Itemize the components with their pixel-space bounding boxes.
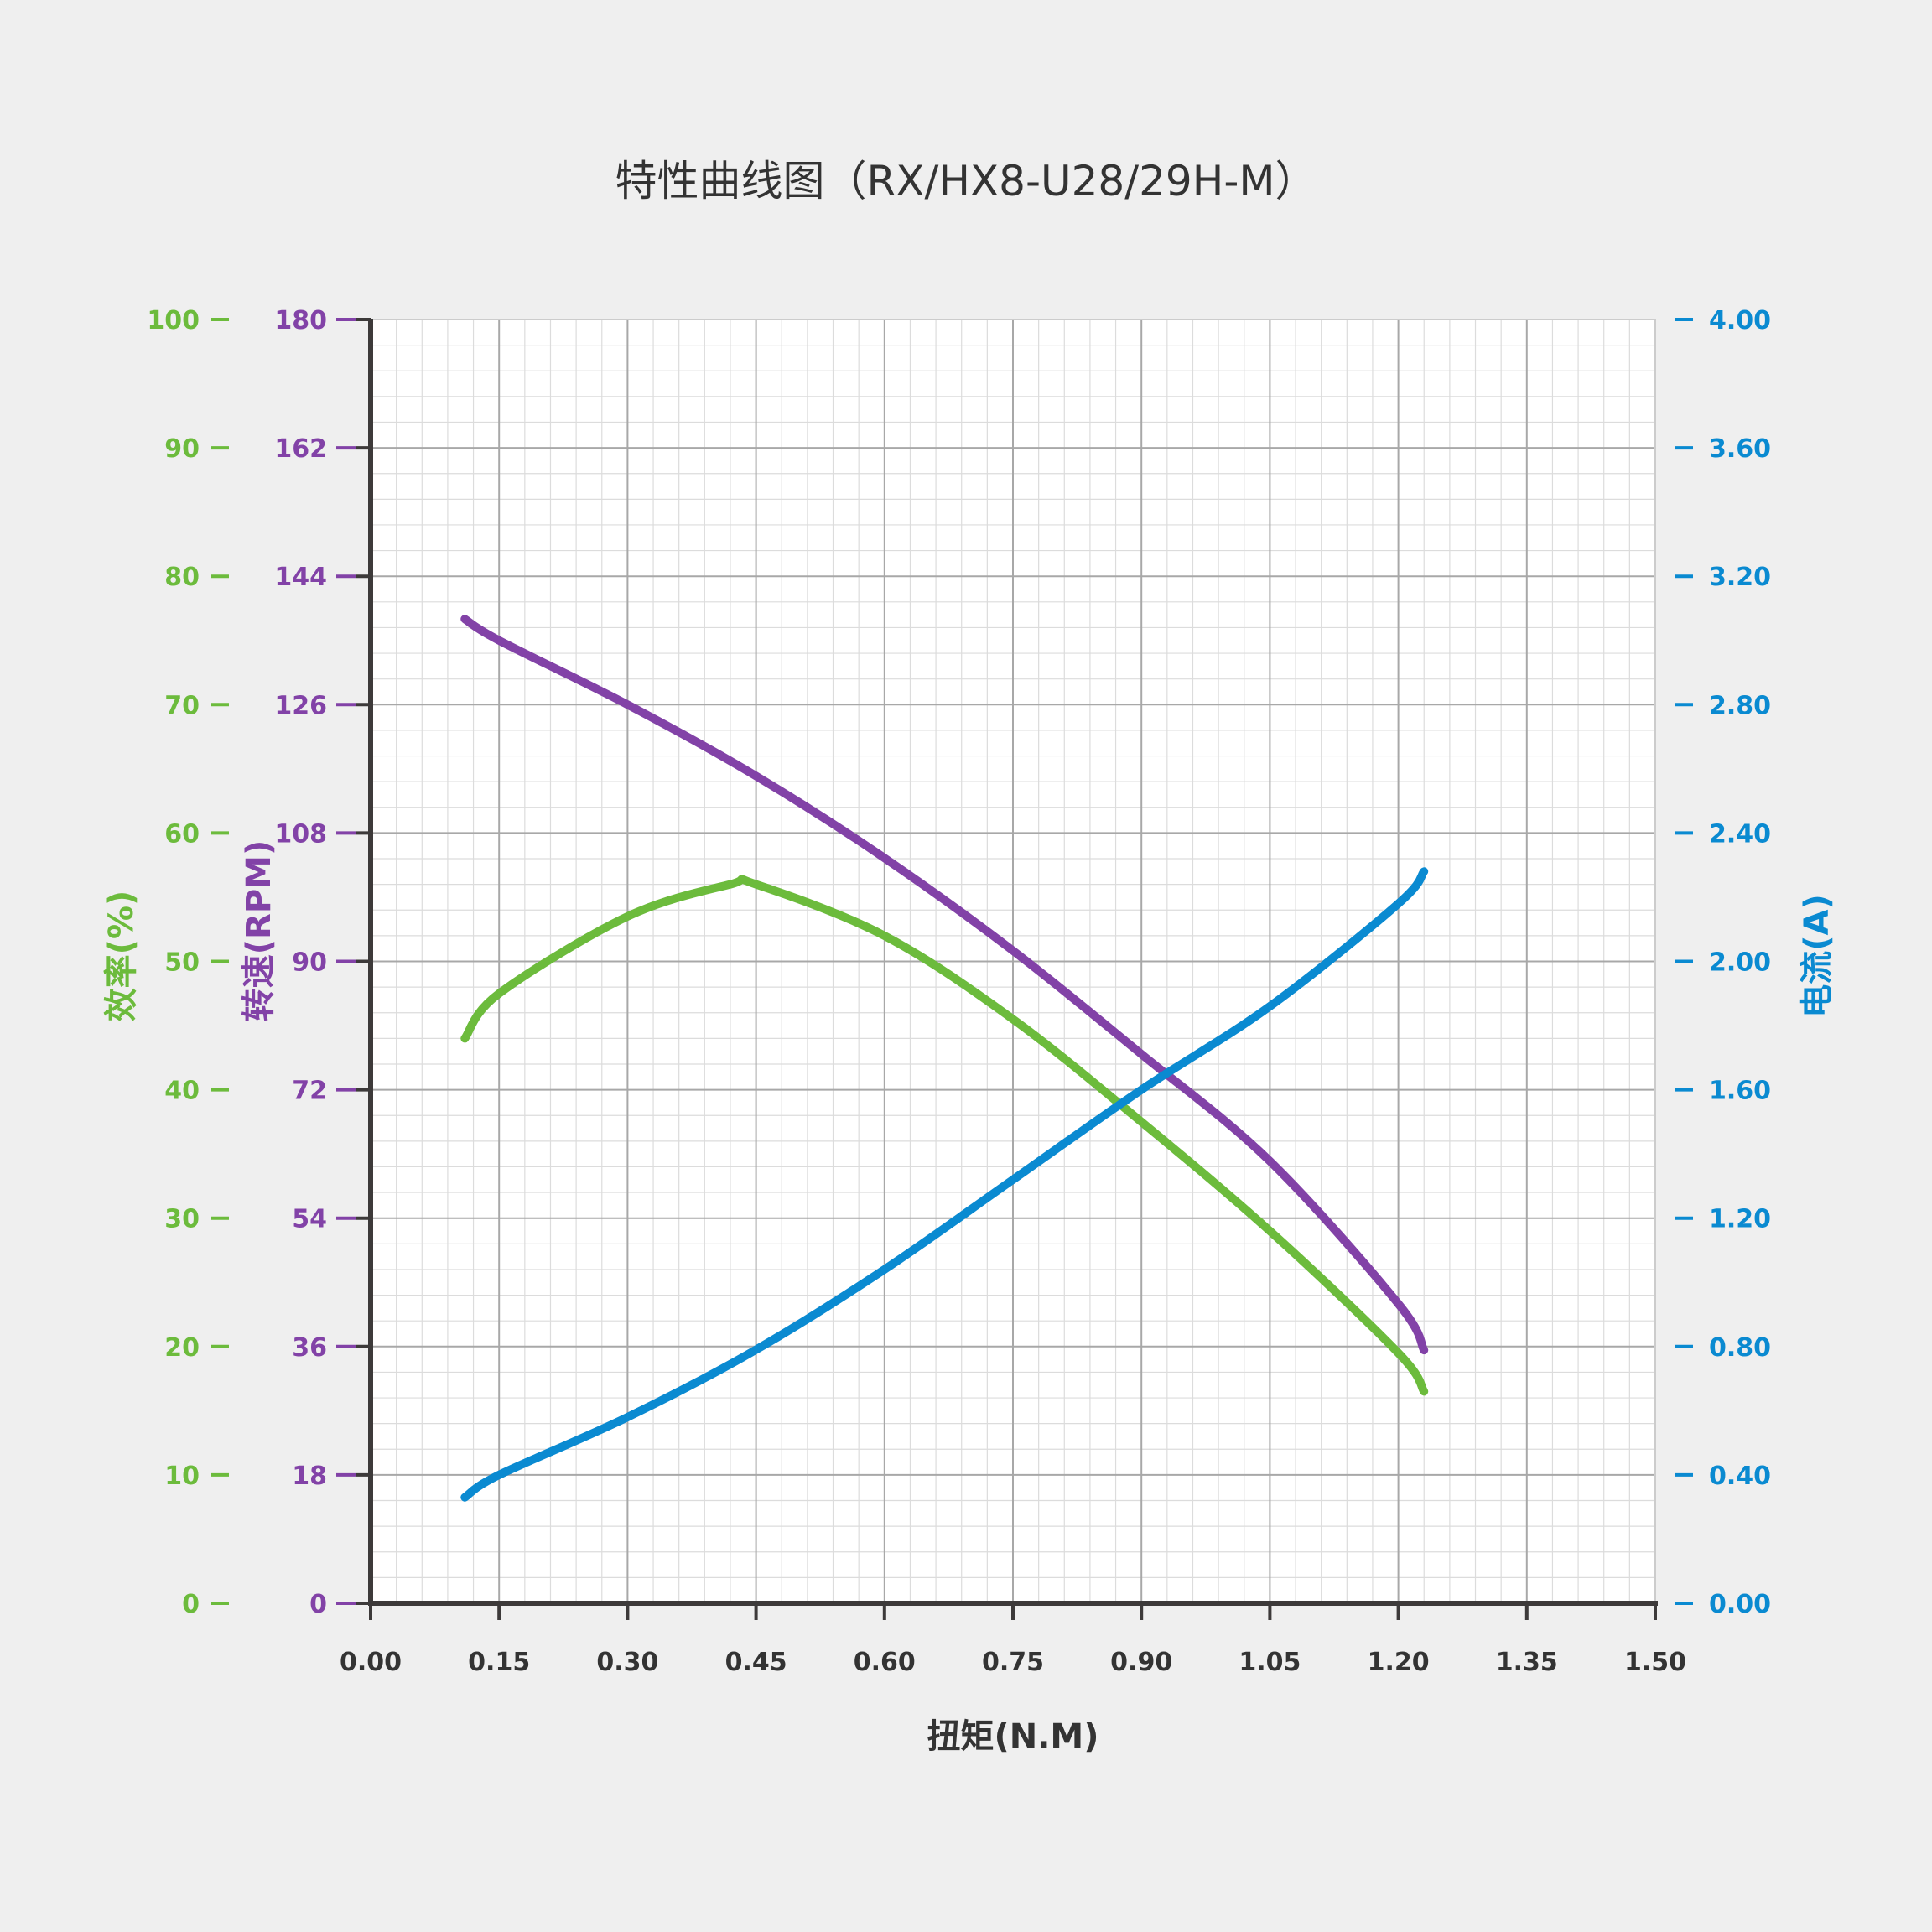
y-tick-label-current: 1.20: [1709, 1205, 1771, 1234]
x-tick-label: 1.20: [1368, 1648, 1430, 1677]
x-tick-label: 0.90: [1110, 1648, 1172, 1677]
y-tick-label-speed: 36: [292, 1333, 327, 1363]
y-tick-label-current: 2.40: [1709, 819, 1771, 849]
y-tick-label-speed: 18: [292, 1462, 327, 1491]
efficiency-series-line: [460, 875, 1429, 1396]
y-tick-label-current: 0.00: [1709, 1590, 1771, 1619]
y-axis-title-current: 电流(A): [1798, 894, 1836, 1018]
grid: [371, 319, 1656, 1603]
chart-title: 特性曲线图（RX/HX8-U28/29H-M）: [615, 157, 1317, 205]
y-axis-title-speed: 转速(RPM): [240, 840, 278, 1021]
x-tick-label: 0.00: [340, 1648, 402, 1677]
y-tick-label-current: 4.00: [1709, 306, 1771, 335]
y-tick-label-speed: 108: [274, 819, 327, 849]
y-tick-label-efficiency: 90: [164, 434, 200, 464]
y-tick-label-efficiency: 100: [147, 306, 200, 335]
y-tick-label-current: 1.60: [1709, 1077, 1771, 1106]
y-tick-label-efficiency: 70: [164, 691, 200, 720]
x-tick-label: 0.75: [982, 1648, 1044, 1677]
y-tick-label-efficiency: 50: [164, 948, 200, 978]
y-tick-label-efficiency: 60: [164, 819, 200, 849]
y-tick-label-speed: 72: [292, 1077, 327, 1106]
y-tick-label-current: 3.60: [1709, 434, 1771, 464]
current-series-line: [460, 867, 1429, 1502]
y-tick-label-speed: 144: [274, 563, 327, 592]
axes: 0.00 0.15 0.30 0.45 0.60 0.75 0.90 1.05 1.20 1.35…: [147, 306, 1771, 1677]
y-tick-label-current: 0.80: [1709, 1333, 1771, 1363]
y-axis-title-efficiency: 效率(%): [102, 891, 141, 1022]
y-tick-label-efficiency: 10: [164, 1462, 200, 1491]
y-tick-label-speed: 180: [274, 306, 327, 335]
x-tick-label: 1.05: [1239, 1648, 1301, 1677]
y-tick-label-current: 2.80: [1709, 691, 1771, 720]
speed-series-line: [460, 615, 1429, 1355]
x-axis-title: 扭矩(N.M): [927, 1717, 1098, 1756]
y-tick-label-efficiency: 80: [164, 563, 200, 592]
series: [460, 615, 1429, 1502]
y-tick-label-current: 2.00: [1709, 948, 1771, 978]
x-tick-label: 0.60: [854, 1648, 916, 1677]
y-tick-label-speed: 54: [292, 1205, 327, 1234]
x-tick-label: 0.30: [596, 1648, 658, 1677]
y-tick-label-current: 3.20: [1709, 563, 1771, 592]
y-tick-label-efficiency: 20: [164, 1333, 200, 1363]
y-tick-label-speed: 0: [309, 1590, 327, 1619]
x-tick-label: 0.15: [468, 1648, 530, 1677]
y-tick-label-speed: 162: [274, 434, 327, 464]
y-tick-label-efficiency: 0: [182, 1590, 200, 1619]
x-tick-label: 1.50: [1624, 1648, 1686, 1677]
x-tick-label: 0.45: [725, 1648, 787, 1677]
x-tick-label: 1.35: [1496, 1648, 1558, 1677]
y-tick-label-speed: 90: [292, 948, 327, 978]
y-tick-label-speed: 126: [274, 691, 327, 720]
y-tick-label-efficiency: 40: [164, 1077, 200, 1106]
y-tick-label-current: 0.40: [1709, 1462, 1771, 1491]
y-tick-label-efficiency: 30: [164, 1205, 200, 1234]
